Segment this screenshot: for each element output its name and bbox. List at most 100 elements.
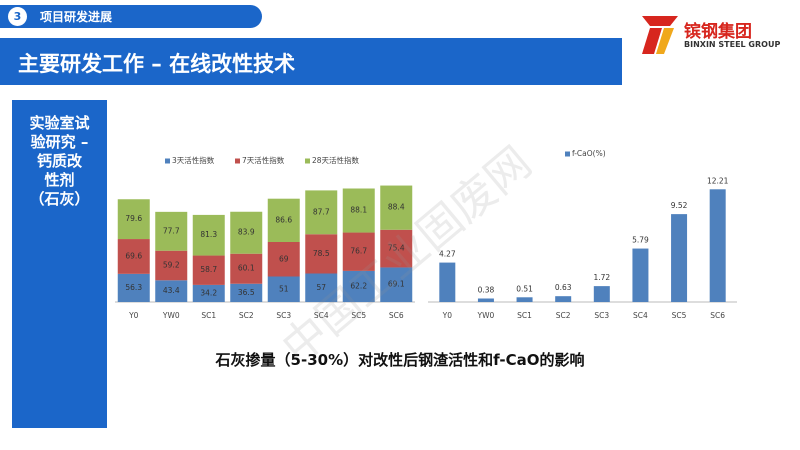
bar-segment [192,255,225,285]
bar-segment [155,250,188,281]
bar-segment [117,199,150,240]
x-tick-label: SC1 [517,311,532,320]
bar [632,248,649,302]
value-label: 76.7 [350,247,367,256]
legend-swatch [565,151,570,157]
value-label: 60.1 [238,264,255,273]
value-label: 9.52 [671,201,688,210]
value-label: 88.1 [350,206,367,215]
logo-mark [642,16,678,54]
legend-label: f-CaO(%) [572,149,606,158]
bar-segment [117,273,150,302]
x-tick-label: SC4 [314,311,329,320]
bar-segment [230,283,263,302]
legend-label: 28天活性指数 [312,155,360,165]
value-label: 4.27 [439,250,456,259]
x-tick-label: SC2 [239,311,254,320]
bar [671,214,688,302]
value-label: 43.4 [163,286,180,295]
value-label: 56.3 [125,283,142,292]
value-label: 88.4 [388,203,405,212]
bar [516,297,533,302]
value-label: 12.21 [707,176,729,185]
value-label: 75.4 [388,244,405,253]
value-label: 5.79 [632,236,649,245]
value-label: 34.2 [200,288,217,297]
bar-segment [342,232,375,271]
value-label: 83.9 [238,228,255,237]
section-number: 3 [8,7,27,26]
legend-swatch [165,158,170,164]
x-tick-label: SC5 [672,311,687,320]
bar-segment [230,253,263,284]
value-label: 62.2 [350,281,367,290]
x-tick-label: SC6 [389,311,404,320]
value-label: 78.5 [313,249,330,258]
bar-segment [155,280,188,302]
panel-line: 验研究 – [30,133,89,151]
value-label: 51 [279,284,289,293]
value-label: 58.7 [200,265,217,274]
bar-segment [380,229,413,268]
bar [439,262,456,302]
x-tick-label: Y0 [442,311,453,320]
bar-segment [117,239,150,274]
x-tick-label: YW0 [477,311,495,320]
value-label: 69.1 [388,280,405,289]
section-title: 项目研发进展 [40,10,113,24]
bar-segment [155,211,188,251]
title-banner [0,38,622,85]
value-label: 57 [316,283,326,292]
logo-name: 镔钢集团 [684,22,752,42]
panel-line: （石灰） [29,190,90,208]
panel-line: 实验室试 [29,114,90,132]
bar-segment [305,234,338,274]
bar-segment [305,190,338,235]
value-label: 79.6 [125,214,142,223]
x-tick-label: YW0 [162,311,180,320]
slide-title: 主要研发工作 – 在线改性技术 [18,52,296,76]
value-label: 69.6 [125,251,142,260]
x-tick-label: Y0 [128,311,139,320]
legend-label: 7天活性指数 [242,155,285,165]
bar-segment [267,242,300,277]
value-label: 87.7 [313,207,330,216]
x-tick-label: SC1 [201,311,216,320]
logo-subtitle: BINXIN STEEL GROUP [684,40,781,49]
caption: 石灰掺量（5-30%）对改性后钢渣活性和f-CaO的影响 [215,351,585,369]
x-tick-label: SC2 [556,311,571,320]
x-tick-label: SC4 [633,311,648,320]
bar-segment [192,284,225,302]
bar-segment [192,214,225,256]
side-panel: 实验室试 验研究 – 钙质改 性剂 （石灰） [12,100,107,428]
value-label: 0.63 [555,283,572,292]
value-label: 69 [279,254,289,263]
value-label: 59.2 [163,261,180,270]
x-tick-label: SC3 [594,311,609,320]
panel-line: 钙质改 [36,152,82,170]
bar-segment [230,211,263,254]
value-label: 0.38 [478,285,495,294]
bar [593,286,610,302]
value-label: 77.7 [163,226,180,235]
bar-segment [380,267,413,302]
x-tick-label: SC3 [276,311,291,320]
bar-segment [305,273,338,302]
legend-label: 3天活性指数 [172,155,215,165]
bar-segment [380,185,413,230]
legend-swatch [235,158,240,164]
x-tick-label: SC6 [710,311,725,320]
legend-swatch [305,158,310,164]
bar [555,296,572,302]
bar-segment [342,270,375,302]
bar [709,189,726,302]
value-label: 0.51 [516,284,533,293]
value-label: 1.72 [593,273,610,282]
panel-line: 性剂 [44,171,75,189]
value-label: 86.6 [275,215,292,224]
value-label: 81.3 [200,230,217,239]
bar [477,298,494,302]
bar-segment [342,188,375,233]
